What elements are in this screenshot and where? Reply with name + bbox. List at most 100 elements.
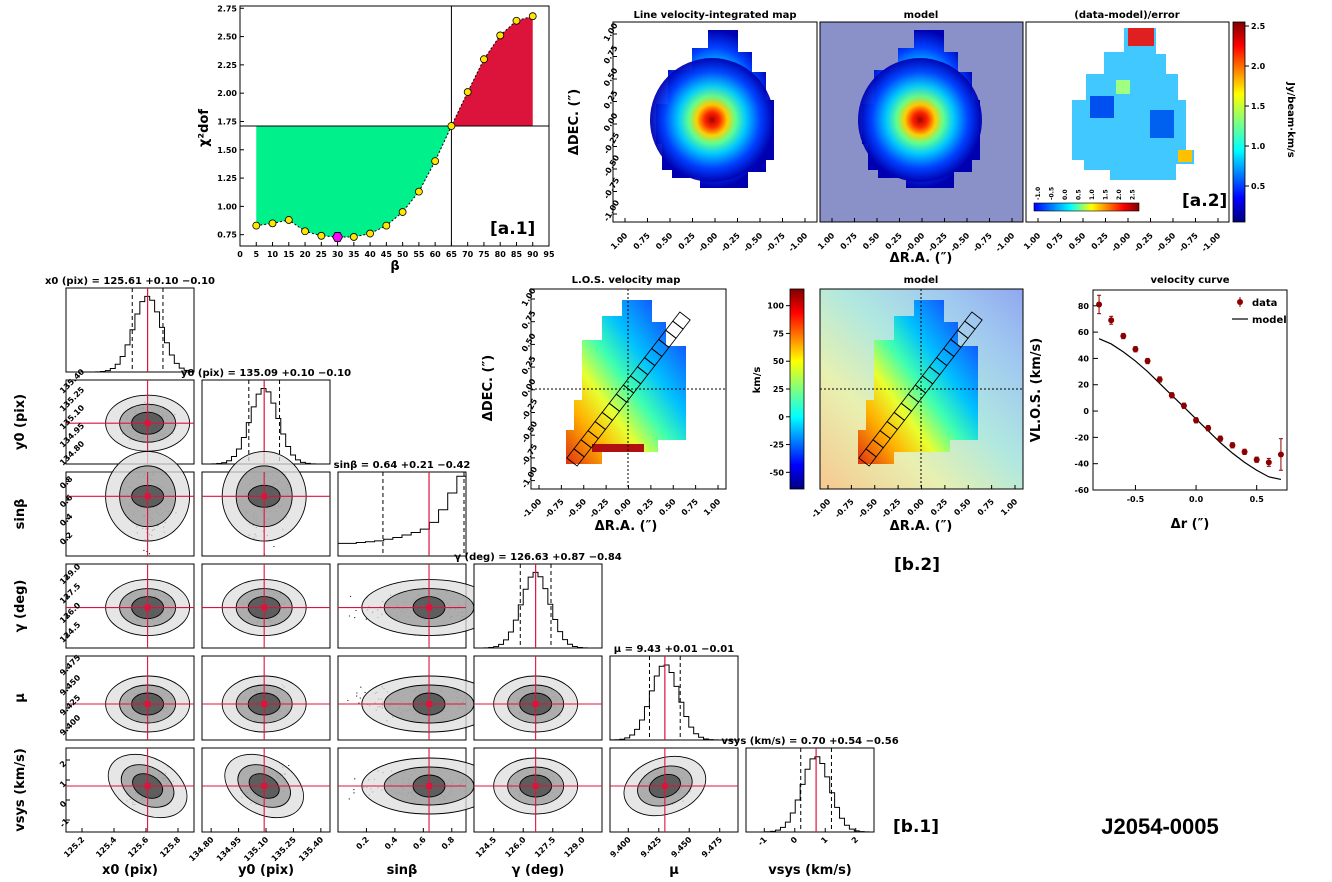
x-tick-label: -0.25 xyxy=(719,231,742,254)
x-tick-label: 40 xyxy=(365,250,377,259)
data-point xyxy=(496,31,505,40)
param-title: μ = 9.43 +0.01 −0.01 xyxy=(614,644,734,655)
colorbar-tick-label: -25 xyxy=(770,441,785,450)
x-tick-label: 127.5 xyxy=(533,835,558,860)
x-tick-label: 30 xyxy=(332,250,344,259)
scatter-3-2 xyxy=(337,563,497,649)
x-axis-label: β xyxy=(390,259,399,274)
x-tick-label: 1.00 xyxy=(609,231,630,252)
scatter-5-4: 9.400 9.425 9.450 9.475 xyxy=(608,747,739,860)
legend-label-model: model xyxy=(1252,315,1287,326)
x-tick-label: -1.00 xyxy=(1200,231,1223,254)
param-title: vsys (km/s) = 0.70 +0.54 −0.56 xyxy=(721,736,898,747)
x-param-label: γ (deg) xyxy=(512,863,565,878)
x-tick-label: 0.00 xyxy=(613,497,634,518)
x-tick-label: -0.50 xyxy=(565,497,588,520)
x-tick-label: 0.0 xyxy=(1189,495,1204,504)
data-point xyxy=(252,221,261,230)
data-point xyxy=(528,12,537,21)
x-tick-label: 75 xyxy=(478,250,490,259)
param-title: γ (deg) = 126.63 +0.87 −0.84 xyxy=(454,552,622,563)
x-tick-label: 9.475 xyxy=(700,835,725,860)
hist-1: y0 (pix) = 135.09 +0.10 −0.10 xyxy=(181,368,351,465)
hist-3: γ (deg) = 126.63 +0.87 −0.84 xyxy=(454,552,622,649)
legend-label-data: data xyxy=(1252,298,1277,309)
colorbar-tick-label: -50 xyxy=(770,468,785,477)
colorbar-tick-label: 100 xyxy=(767,302,784,311)
residual-edge xyxy=(1178,150,1192,162)
velocity-map-panels: L.O.S. velocity map model 100 75 50 25 0 -25 -… xyxy=(481,275,1024,575)
data-point xyxy=(1229,442,1236,449)
y-tick-label: 0 xyxy=(58,799,69,810)
hist-steps xyxy=(473,571,602,649)
x-tick-label: 1.00 xyxy=(816,231,837,252)
data-point xyxy=(1120,333,1127,340)
x-tick-label: 0.25 xyxy=(884,231,905,252)
residual-field xyxy=(1072,28,1194,180)
y-tick-label: 0.75 xyxy=(217,231,237,240)
data-point xyxy=(1144,358,1151,365)
colorbar-tick-label: 1.5 xyxy=(1251,102,1266,111)
colorbar-tick-label: 75 xyxy=(773,329,785,338)
residual-patch xyxy=(1116,80,1130,94)
scatter-4-2 xyxy=(337,655,497,741)
x-tick-label: -0.75 xyxy=(543,497,566,520)
y-tick-label: 2.75 xyxy=(217,4,237,13)
median-marker xyxy=(261,701,268,707)
y-tick-label: -60 xyxy=(1075,486,1090,495)
colorbar-label: Jy/beam·km/s xyxy=(1285,81,1296,158)
x-tick-label: 125.2 xyxy=(62,835,86,859)
y-axis-label: VL.O.S. (km/s) xyxy=(1029,338,1044,442)
colorbar-tick-label: 2.5 xyxy=(1251,22,1266,31)
hist-steps xyxy=(609,664,738,741)
x-tick-label: 0.4 xyxy=(383,835,400,852)
x-tick-label: -1.00 xyxy=(521,497,544,520)
median-marker xyxy=(532,701,539,707)
inset-colorbar-tick-label: 0.0 xyxy=(1062,189,1069,200)
inset-colorbar-tick-label: -1.0 xyxy=(1035,187,1042,200)
x-tick-label: 0.75 xyxy=(632,231,653,252)
data-point xyxy=(398,208,407,216)
y-tick-label: 1.50 xyxy=(217,146,237,155)
x-tick-label: 9.425 xyxy=(639,835,664,860)
velocity-colorbar xyxy=(789,288,805,490)
los-redshift-edge xyxy=(592,444,644,452)
residual-hotspot xyxy=(1128,28,1154,46)
data-point xyxy=(284,216,293,224)
data-point xyxy=(1108,317,1115,324)
x-tick-label: -0.75 xyxy=(764,231,787,254)
x-tick-label: 70 xyxy=(462,250,474,259)
x-tick-label: 80 xyxy=(495,250,507,259)
x-tick-label: 135.40 xyxy=(297,835,325,863)
median-marker xyxy=(532,783,539,789)
y-param-label: μ xyxy=(13,693,28,703)
x-tick-label: 65 xyxy=(446,250,458,259)
x-tick-label: -1 xyxy=(756,835,769,848)
x-tick-label: 9.400 xyxy=(608,835,633,860)
inset-colorbar-tick-label: 1.0 xyxy=(1089,189,1096,200)
velocity-colorbar-label: km/s xyxy=(752,367,763,394)
colorbar-tick-label: 0.5 xyxy=(1251,182,1266,191)
x-tick-label: 125.4 xyxy=(94,835,119,860)
x-axis-label-los: ΔR.A. (″) xyxy=(595,519,658,534)
hist-4: μ = 9.43 +0.01 −0.01 xyxy=(609,644,739,741)
x-tick-label: 2 xyxy=(850,835,860,845)
scatter-4-1 xyxy=(201,655,331,741)
x-tick-label: 125.6 xyxy=(126,835,151,860)
median-marker xyxy=(261,604,268,611)
x-axis-label: ΔR.A. (″) xyxy=(890,251,953,266)
median-marker xyxy=(144,701,151,707)
hist-5: vsys (km/s) = 0.70 +0.54 −0.56 -1 0 1 2 xyxy=(721,736,898,848)
y-param-label: sinβ xyxy=(13,499,28,530)
data-point xyxy=(1132,346,1139,353)
param-title: x0 (pix) = 125.61 +0.10 −0.10 xyxy=(45,276,215,287)
hist-steps xyxy=(337,475,466,556)
median-marker xyxy=(144,783,151,789)
data-point xyxy=(349,233,358,241)
y-param-label: vsys (km/s) xyxy=(13,748,28,832)
x-tick-label: 15 xyxy=(283,250,295,259)
scatter-2-0: 0.20.40.60.8 xyxy=(58,451,195,557)
median-marker xyxy=(144,420,151,427)
x-tick-label: -0.00 xyxy=(697,231,720,254)
